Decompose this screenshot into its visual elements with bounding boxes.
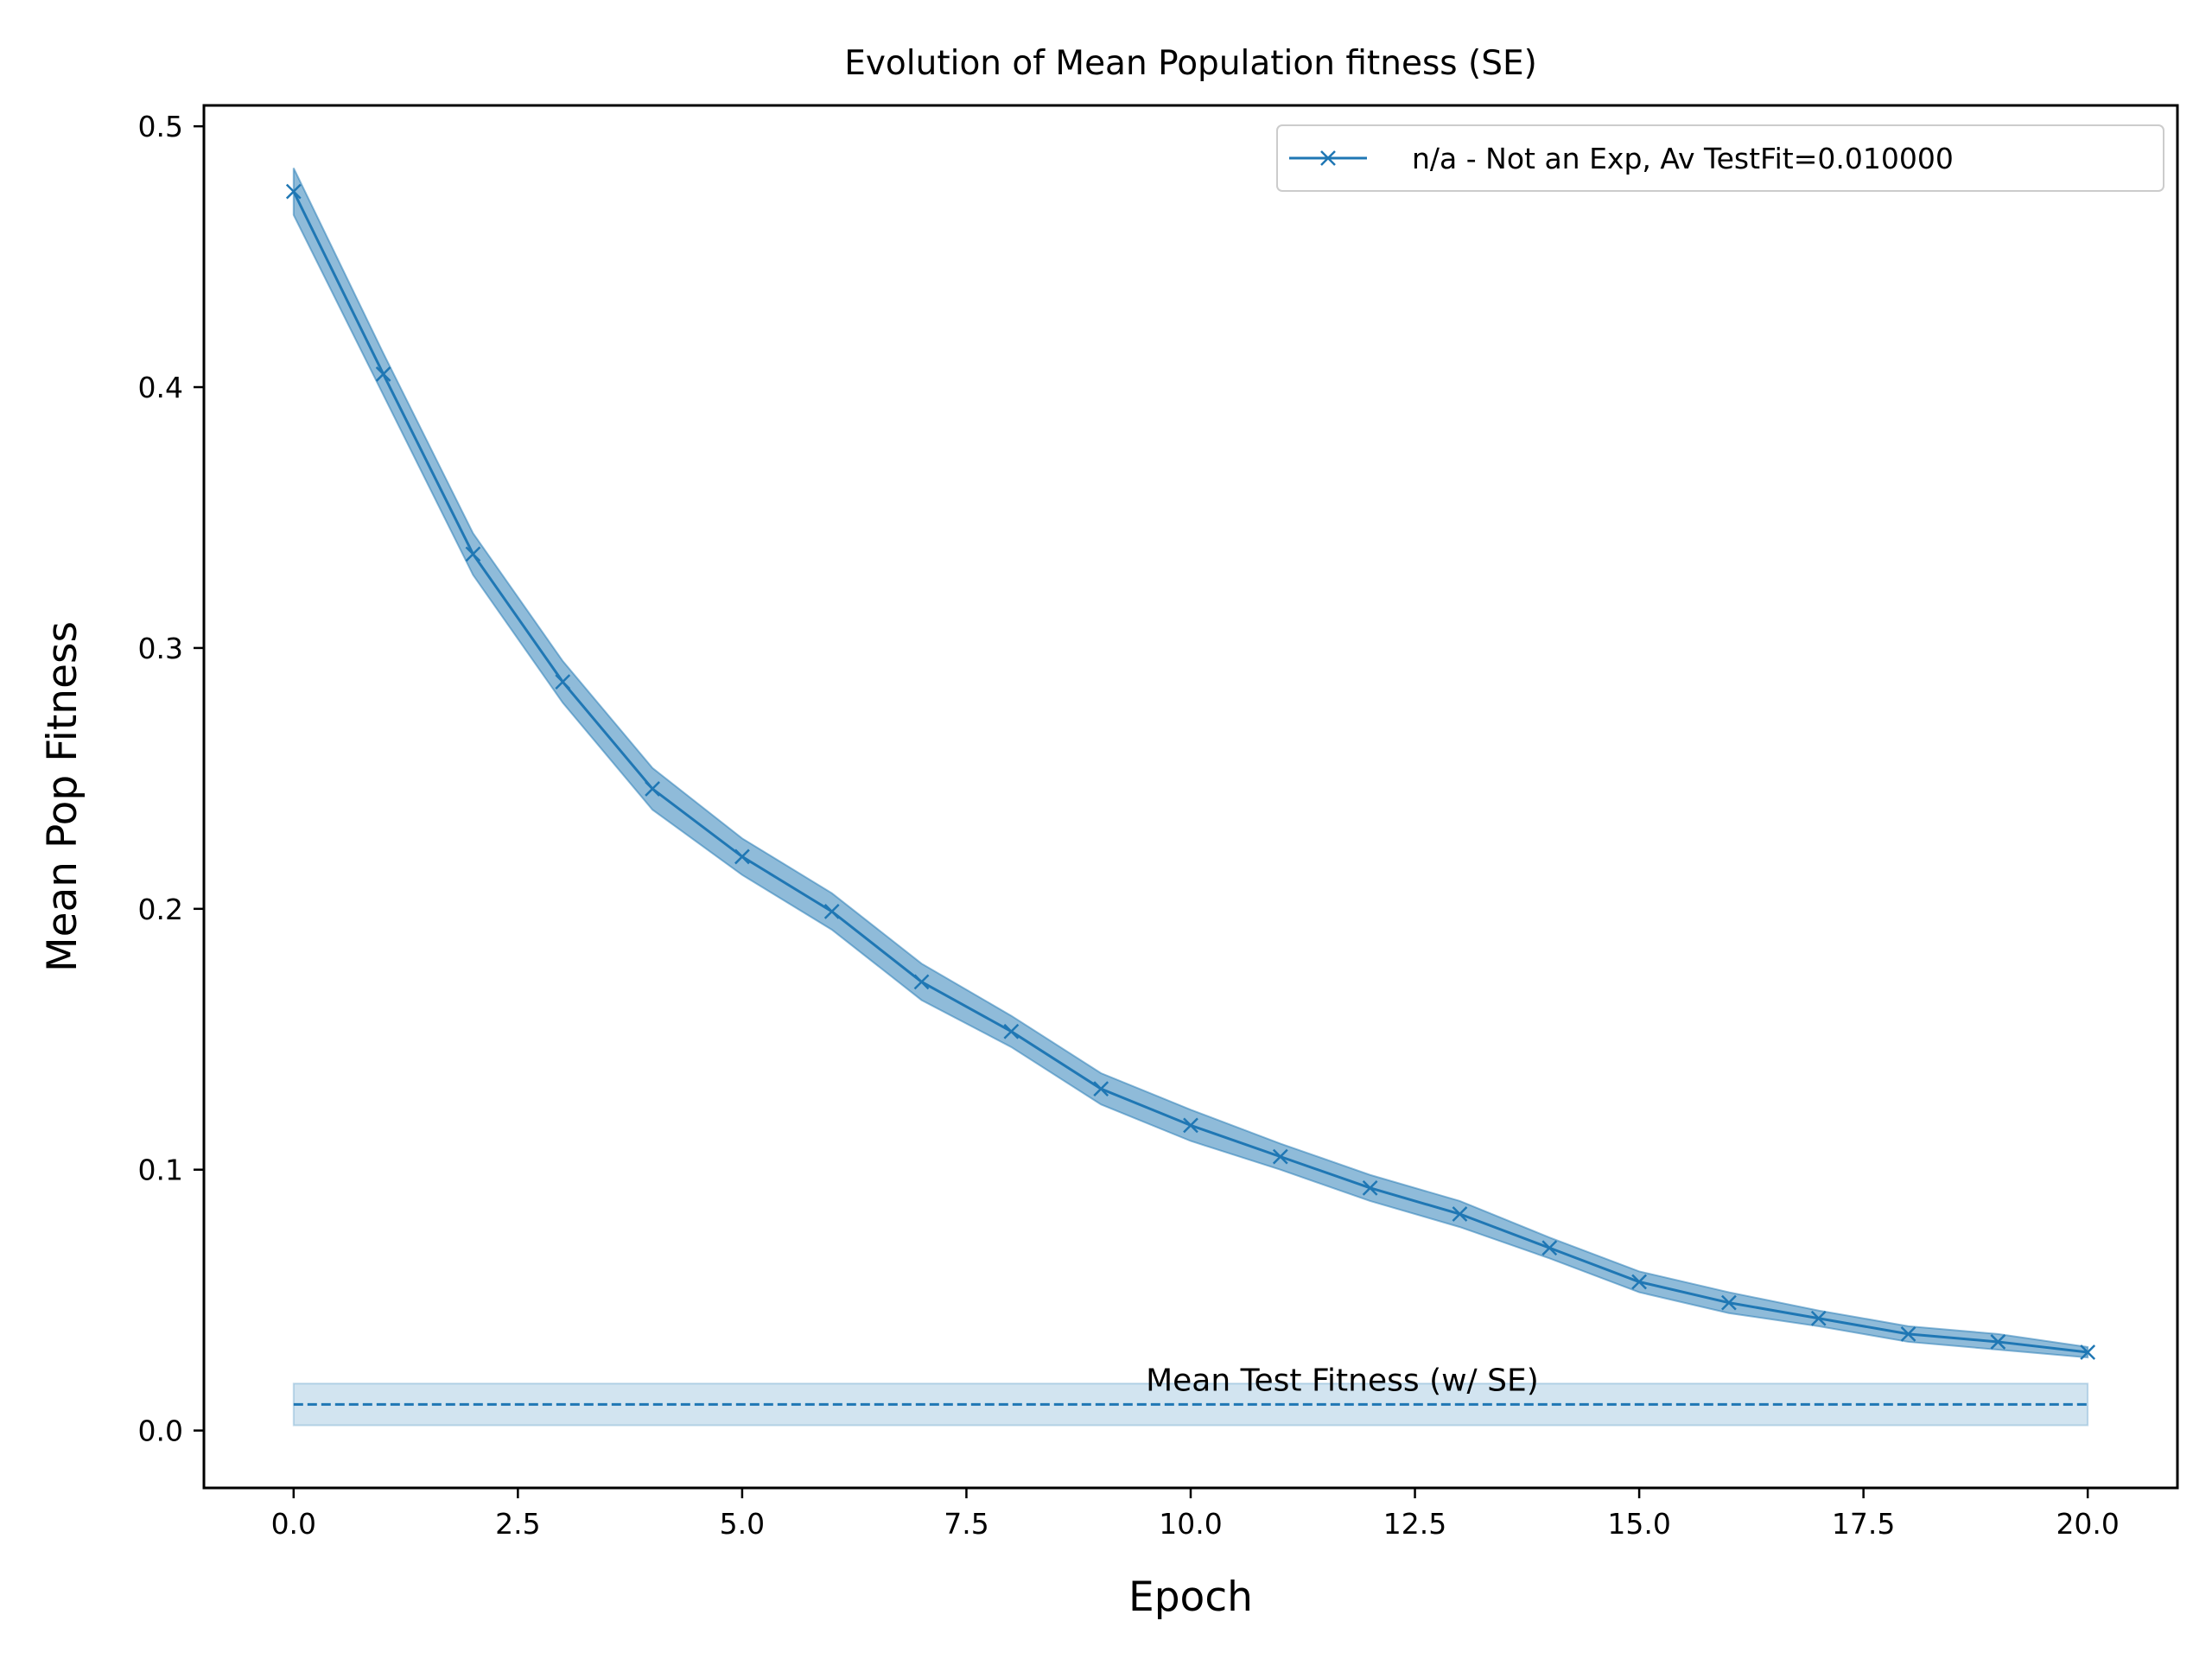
y-tick-label: 0.0: [138, 1414, 183, 1448]
data-point-marker: [1272, 1148, 1288, 1165]
x-axis-label: Epoch: [1128, 1573, 1253, 1621]
y-tick-label: 0.1: [138, 1154, 183, 1187]
legend-marker: [1320, 150, 1336, 166]
x-tick-label: 5.0: [720, 1507, 765, 1541]
data-point-marker: [1003, 1023, 1020, 1039]
y-tick-label: 0.2: [138, 893, 183, 926]
plot-frame: [202, 104, 2179, 1490]
data-point-marker: [1631, 1274, 1647, 1290]
test-fitness-label: Mean Test Fitness (w/ SE): [1146, 1363, 1539, 1398]
x-tick-label: 7.5: [944, 1507, 988, 1541]
y-tick-label: 0.4: [138, 371, 183, 404]
x-tick-label: 12.5: [1383, 1507, 1446, 1541]
data-point-marker: [1362, 1179, 1378, 1196]
data-point-marker: [1093, 1081, 1109, 1096]
data-point-marker: [375, 366, 391, 382]
data-point-marker: [734, 849, 750, 865]
data-point-marker: [913, 974, 930, 990]
data-point-marker: [1810, 1310, 1827, 1326]
data-point-marker: [465, 546, 481, 563]
data-point-marker: [1900, 1326, 1916, 1342]
data-point-marker: [555, 674, 571, 690]
data-point-marker: [645, 781, 660, 797]
data-point-marker: [1183, 1117, 1198, 1134]
data-point-marker: [1541, 1240, 1558, 1256]
chart-title: Evolution of Mean Population fitness (SE…: [844, 44, 1537, 83]
data-point-marker: [1452, 1206, 1468, 1222]
data-point-marker: [1990, 1334, 2006, 1350]
data-point-marker: [2080, 1344, 2096, 1360]
legend-label: n/a - Not an Exp, Av TestFit=0.010000: [1412, 142, 1954, 175]
x-tick-label: 15.0: [1607, 1507, 1670, 1541]
legend-box: [1276, 124, 2164, 192]
data-point-marker: [1721, 1294, 1737, 1311]
y-axis-label: Mean Pop Fitness: [39, 621, 86, 972]
data-point-marker: [285, 183, 302, 200]
x-tick-label: 17.5: [1832, 1507, 1895, 1541]
x-tick-label: 10.0: [1159, 1507, 1222, 1541]
series-line: [292, 190, 2088, 1354]
x-tick-label: 0.0: [271, 1507, 316, 1541]
x-tick-label: 2.5: [495, 1507, 540, 1541]
series-se-band: [292, 168, 2089, 1359]
y-tick-label: 0.5: [138, 110, 183, 143]
y-tick-label: 0.3: [138, 632, 183, 665]
data-point-marker: [823, 903, 840, 919]
x-tick-label: 20.0: [2056, 1507, 2119, 1541]
